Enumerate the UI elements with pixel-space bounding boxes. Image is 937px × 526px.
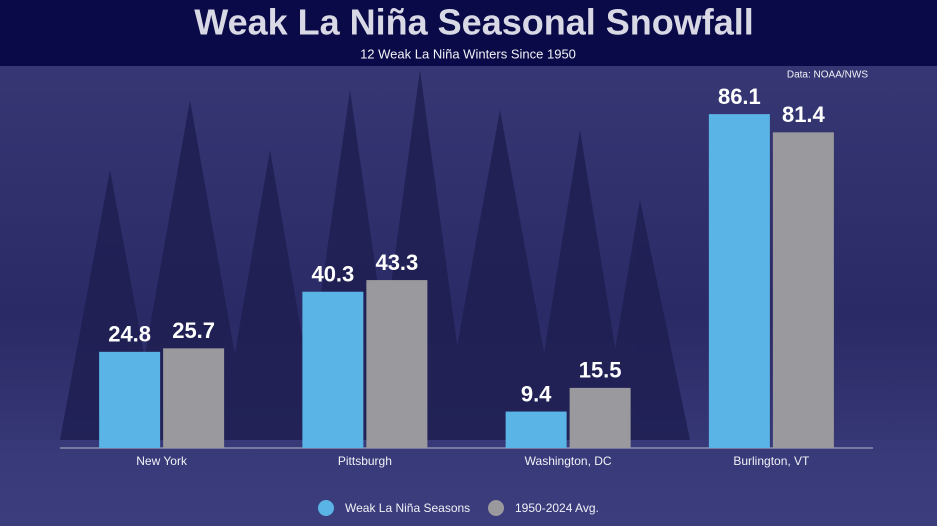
value-label: 15.5 (579, 358, 622, 383)
chart-subtitle: 12 Weak La Niña Winters Since 1950 (360, 46, 576, 61)
ground (0, 440, 937, 526)
header-band (0, 0, 937, 66)
bar (302, 291, 364, 448)
x-tick-label: Burlington, VT (733, 454, 810, 468)
value-label: 81.4 (782, 102, 826, 127)
legend-label: Weak La Niña Seasons (345, 501, 470, 515)
bar (505, 411, 567, 448)
x-tick-label: Pittsburgh (338, 454, 392, 468)
value-label: 40.3 (311, 262, 354, 287)
x-tick-label: New York (136, 454, 188, 468)
bar (163, 348, 225, 448)
value-label: 86.1 (718, 84, 761, 109)
value-label: 24.8 (108, 322, 151, 347)
value-label: 9.4 (521, 381, 552, 406)
value-label: 25.7 (172, 318, 215, 343)
legend-swatch (488, 500, 504, 516)
bar (99, 351, 161, 448)
source-note: Data: NOAA/NWS (787, 70, 868, 81)
bar (772, 132, 834, 449)
legend-label: 1950-2024 Avg. (515, 501, 599, 515)
bar (569, 387, 631, 448)
bar (708, 114, 770, 448)
bar (366, 280, 428, 448)
chart-title: Weak La Niña Seasonal Snowfall (194, 2, 754, 43)
legend-swatch (318, 500, 334, 516)
value-label: 43.3 (375, 250, 418, 275)
x-tick-label: Washington, DC (525, 454, 612, 468)
